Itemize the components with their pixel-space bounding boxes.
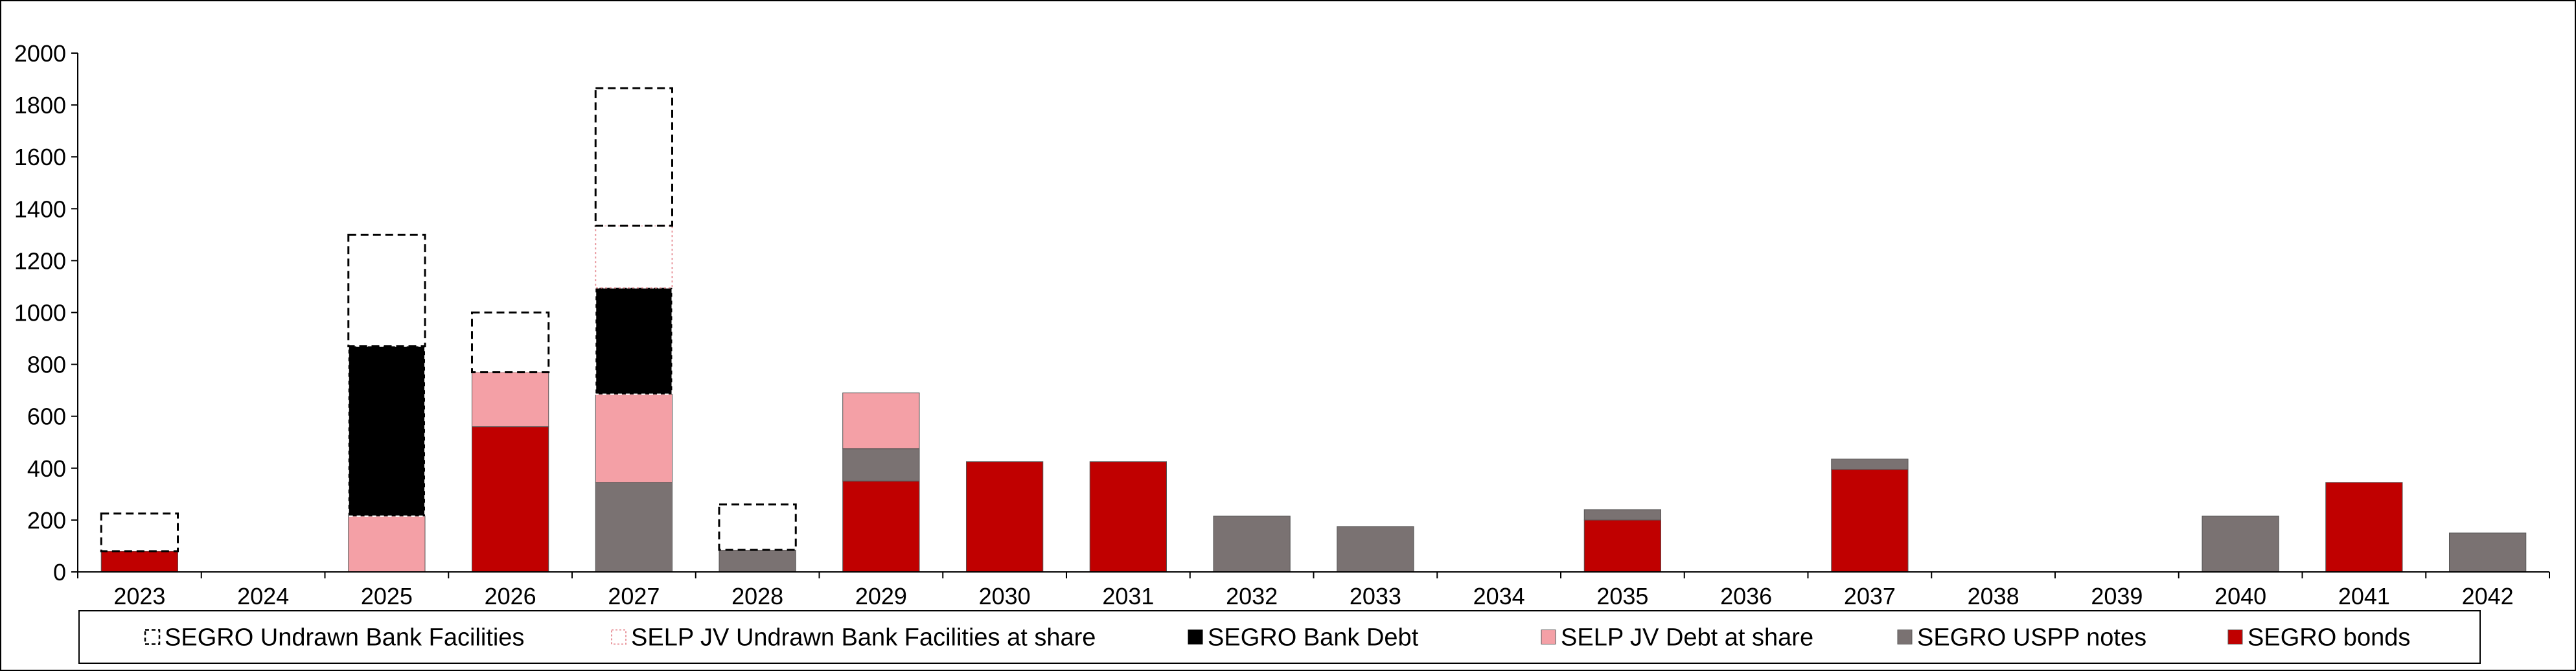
legend-swatch-selp-jv-undrawn-bank-facilities-at-share — [611, 629, 627, 645]
legend-swatch-segro-bonds — [2227, 630, 2243, 644]
x-tick-label: 2041 — [2338, 583, 2390, 609]
bar-segro-undrawn-bank-facilities-2027 — [594, 87, 674, 227]
y-tick-label: 1400 — [14, 196, 66, 222]
bar-segro-bonds-2030 — [965, 461, 1044, 573]
x-tick-label: 2030 — [979, 583, 1031, 609]
bar-segro-bank-debt-2027 — [595, 287, 673, 395]
legend-label-segro-undrawn-bank-facilities: SEGRO Undrawn Bank Facilities — [165, 624, 524, 652]
x-tick-label: 2037 — [1844, 583, 1896, 609]
legend-swatch-selp-jv-debt-at-share — [1541, 630, 1556, 644]
y-tick-label: 1800 — [14, 92, 66, 119]
bar-segro-uspp-notes-2035 — [1583, 509, 1662, 521]
legend: SEGRO Undrawn Bank Facilities SELP JV Und… — [78, 610, 2481, 664]
legend-label-segro-bank-debt: SEGRO Bank Debt — [1208, 624, 1419, 652]
y-tick-label: 1200 — [14, 247, 66, 274]
y-tick-label: 200 — [27, 507, 66, 534]
x-tick-label: 2033 — [1350, 583, 1401, 609]
x-tick-label: 2036 — [1720, 583, 1772, 609]
legend-label-segro-bonds: SEGRO bonds — [2248, 624, 2410, 652]
x-tick-label: 2031 — [1102, 583, 1154, 609]
y-tick-label: 600 — [27, 404, 66, 430]
x-tick-label: 2024 — [237, 583, 289, 609]
x-tick-label: 2025 — [361, 583, 413, 609]
bar-segro-bonds-2029 — [842, 481, 920, 573]
bar-segro-uspp-notes-2042 — [2448, 532, 2527, 573]
bar-segro-undrawn-bank-facilities-2023 — [100, 512, 179, 552]
x-tick-label: 2032 — [1226, 583, 1278, 609]
x-tick-label: 2034 — [1473, 583, 1525, 609]
bar-segro-undrawn-bank-facilities-2026 — [470, 312, 550, 374]
bar-selp-jv-debt-at-share-2029 — [842, 392, 920, 449]
y-tick-label: 400 — [27, 455, 66, 482]
bar-segro-uspp-notes-2037 — [1831, 459, 1909, 470]
legend-box — [78, 610, 2481, 664]
bar-segro-uspp-notes-2027 — [595, 482, 673, 573]
x-tick-label: 2040 — [2214, 583, 2266, 609]
bar-segro-bonds-2026 — [471, 426, 549, 573]
legend-label-segro-uspp-notes: SEGRO USPP notes — [1917, 624, 2146, 652]
bar-segro-uspp-notes-2033 — [1337, 526, 1414, 573]
y-tick-label: 1600 — [14, 144, 66, 170]
x-tick-label: 2027 — [608, 583, 660, 609]
bar-segro-bonds-2035 — [1583, 519, 1662, 573]
bar-selp-jv-undrawn-bank-facilities-at-share-2027 — [595, 225, 673, 289]
bar-segro-uspp-notes-2040 — [2202, 516, 2279, 573]
x-tick-label: 2028 — [731, 583, 783, 609]
bar-selp-jv-debt-at-share-2026 — [471, 372, 549, 427]
x-tick-label: 2023 — [113, 583, 165, 609]
bar-segro-bank-debt-2025 — [347, 345, 426, 517]
bar-segro-uspp-notes-2029 — [842, 448, 920, 482]
legend-swatch-segro-undrawn-bank-facilities — [144, 629, 161, 645]
bar-segro-bonds-2031 — [1089, 461, 1167, 573]
x-tick-label: 2026 — [485, 583, 536, 609]
bar-segro-uspp-notes-2028 — [719, 549, 796, 573]
bar-segro-bonds-2041 — [2325, 482, 2403, 573]
bar-segro-undrawn-bank-facilities-2025 — [347, 233, 426, 348]
x-tick-label: 2035 — [1596, 583, 1648, 609]
x-tick-label: 2039 — [2091, 583, 2143, 609]
axes-layer: 0 200 400 600 800 1000 1200 1400 1600 1800 2000 202… — [14, 40, 2550, 609]
y-tick-label: 1000 — [14, 300, 66, 326]
x-tick-label: 2042 — [2462, 583, 2514, 609]
x-tick-label: 2038 — [1968, 583, 2019, 609]
y-tick-label: 800 — [27, 352, 66, 378]
legend-label-selp-jv-undrawn-bank-facilities-at-share: SELP JV Undrawn Bank Facilities at share — [631, 624, 1096, 652]
legend-label-selp-jv-debt-at-share: SELP JV Debt at share — [1561, 624, 1813, 652]
bar-selp-jv-debt-at-share-2025 — [348, 516, 426, 573]
legend-swatch-segro-uspp-notes — [1897, 630, 1913, 644]
bars-layer — [100, 87, 2527, 573]
y-tick-label: 2000 — [14, 40, 66, 67]
bar-segro-bonds-2023 — [100, 551, 179, 573]
legend-swatch-segro-bank-debt — [1188, 630, 1203, 644]
bar-selp-jv-debt-at-share-2027 — [595, 394, 673, 483]
bar-segro-undrawn-bank-facilities-2028 — [718, 503, 797, 551]
bar-segro-bonds-2037 — [1831, 469, 1909, 573]
x-tick-label: 2029 — [855, 583, 907, 609]
y-tick-label: 0 — [53, 559, 66, 586]
bar-segro-uspp-notes-2032 — [1213, 516, 1291, 573]
